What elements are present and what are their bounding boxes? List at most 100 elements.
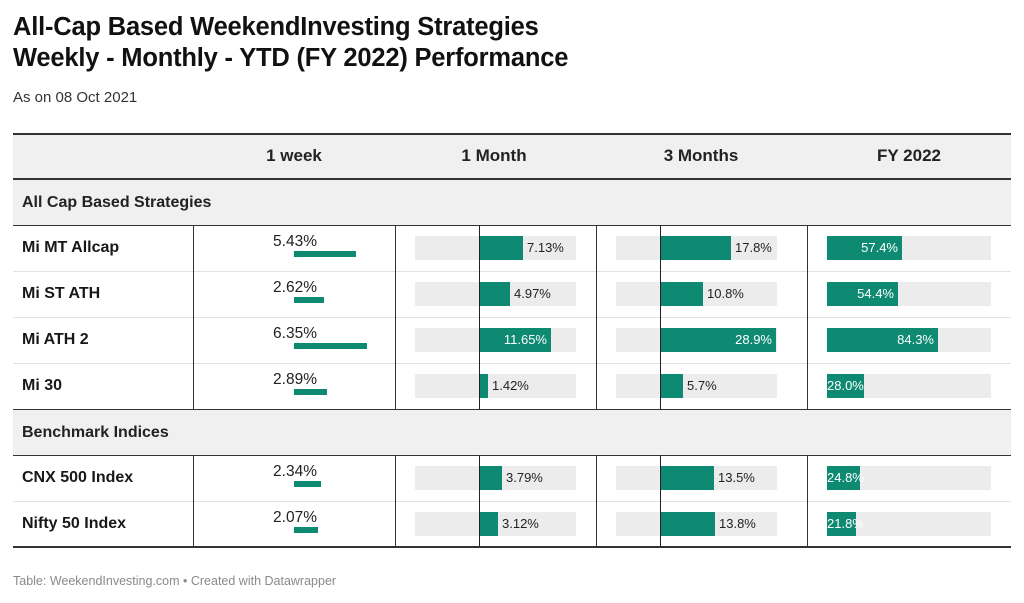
month-bar — [479, 512, 498, 536]
performance-table: 1 week 1 Month 3 Months FY 2022 All Cap Base… — [13, 133, 1011, 550]
week-bar — [294, 343, 367, 349]
title-line-1: All-Cap Based WeekendInvesting Strategie… — [13, 13, 539, 41]
month-bar — [479, 282, 510, 306]
week-value: 2.07% — [273, 509, 317, 526]
month-bar — [479, 374, 488, 398]
week-value: 2.62% — [273, 279, 317, 296]
group-label: All Cap Based Strategies — [22, 194, 212, 211]
week-bar — [294, 251, 356, 257]
column-header: FY 2022 — [877, 146, 941, 165]
three_months-value-label: 13.8% — [719, 516, 756, 531]
month-track — [415, 374, 576, 398]
month-value-label: 1.42% — [492, 378, 529, 393]
month-value-label: 4.97% — [514, 286, 551, 301]
fy-bar — [827, 328, 938, 352]
table-top-rule — [13, 133, 1011, 135]
column-header: 1 week — [266, 146, 322, 165]
three_months-value-label: 28.9% — [735, 332, 772, 347]
chart-subtitle: As on 08 Oct 2021 — [13, 89, 138, 106]
week-value: 5.43% — [273, 233, 317, 250]
week-value: 2.34% — [273, 463, 317, 480]
month-value-label: 3.12% — [502, 516, 539, 531]
title-line-2: Weekly - Monthly - YTD (FY 2022) Perform… — [13, 44, 569, 72]
fy-value-label: 57.4% — [861, 240, 898, 255]
month-value-label: 3.79% — [506, 470, 543, 485]
fy-value-label: 28.0% — [827, 378, 864, 393]
table-header — [13, 133, 1011, 179]
three_months-zero-line — [660, 363, 661, 409]
row-rule — [13, 501, 1011, 502]
three_months-zero-line — [660, 317, 661, 363]
row-label: Mi 30 — [22, 377, 63, 394]
fy-value-label: 24.8% — [827, 470, 864, 485]
fy-value-label: 21.8% — [827, 516, 864, 531]
column-header: 3 Months — [663, 146, 739, 165]
month-zero-line — [479, 225, 480, 271]
column-divider — [193, 455, 194, 547]
three_months-track — [616, 374, 777, 398]
row-label: Mi MT Allcap — [22, 239, 120, 256]
column-header: 1 Month — [461, 146, 527, 165]
row-label: Mi ATH 2 — [22, 331, 89, 348]
fy-value-label: 54.4% — [857, 286, 894, 301]
row-label: Nifty 50 Index — [22, 515, 127, 532]
header-rule — [13, 178, 1011, 180]
fy-bar — [827, 466, 860, 490]
fy-bar — [827, 374, 864, 398]
week-value: 6.35% — [273, 325, 317, 342]
row-label: CNX 500 Index — [22, 469, 134, 486]
month-zero-line — [479, 501, 480, 547]
row-rule — [13, 317, 1011, 318]
month-bar — [479, 328, 551, 352]
column-divider — [193, 225, 194, 409]
three_months-zero-line — [660, 271, 661, 317]
fy-value-label: 84.3% — [897, 332, 934, 347]
fy-bar — [827, 282, 898, 306]
month-zero-line — [479, 317, 480, 363]
group-label: Benchmark Indices — [22, 424, 169, 441]
chart-footer: Table: WeekendInvesting.com • Created wi… — [13, 574, 337, 588]
month-value-label: 11.65% — [503, 332, 547, 347]
three_months-value-label: 17.8% — [735, 240, 772, 255]
column-divider — [596, 455, 597, 547]
week-bar — [294, 389, 327, 395]
fy-bar — [827, 512, 856, 536]
three_months-zero-line — [660, 501, 661, 547]
week-bar — [294, 481, 321, 487]
column-divider — [596, 225, 597, 409]
month-zero-line — [479, 363, 480, 409]
month-value-label: 7.13% — [527, 240, 564, 255]
three_months-bar — [660, 282, 703, 306]
group-header — [13, 410, 1011, 456]
week-bar — [294, 297, 324, 303]
month-zero-line — [479, 271, 480, 317]
month-zero-line — [479, 455, 480, 501]
column-divider — [395, 455, 396, 547]
column-divider — [807, 225, 808, 409]
three_months-bar — [660, 328, 776, 352]
three_months-bar — [660, 236, 731, 260]
table-bottom-rule — [13, 546, 1011, 548]
group-rule — [13, 455, 1011, 456]
week-bar — [294, 527, 318, 533]
three_months-bar — [660, 374, 683, 398]
column-divider — [807, 455, 808, 547]
three_months-bar — [660, 512, 715, 536]
row-label: Mi ST ATH — [22, 285, 101, 302]
three_months-value-label: 13.5% — [718, 470, 755, 485]
column-divider — [395, 225, 396, 409]
week-value: 2.89% — [273, 371, 317, 388]
group-end-rule — [13, 409, 1011, 410]
three_months-bar — [660, 466, 714, 490]
row-rule — [13, 271, 1011, 272]
group-header — [13, 180, 1011, 226]
month-bar — [479, 236, 523, 260]
fy-bar — [827, 236, 902, 260]
three_months-zero-line — [660, 455, 661, 501]
group-rule — [13, 225, 1011, 226]
three_months-zero-line — [660, 225, 661, 271]
row-rule — [13, 363, 1011, 364]
chart-title: All-Cap Based WeekendInvesting Strategie… — [13, 12, 568, 74]
three_months-value-label: 5.7% — [687, 378, 717, 393]
three_months-value-label: 10.8% — [707, 286, 744, 301]
